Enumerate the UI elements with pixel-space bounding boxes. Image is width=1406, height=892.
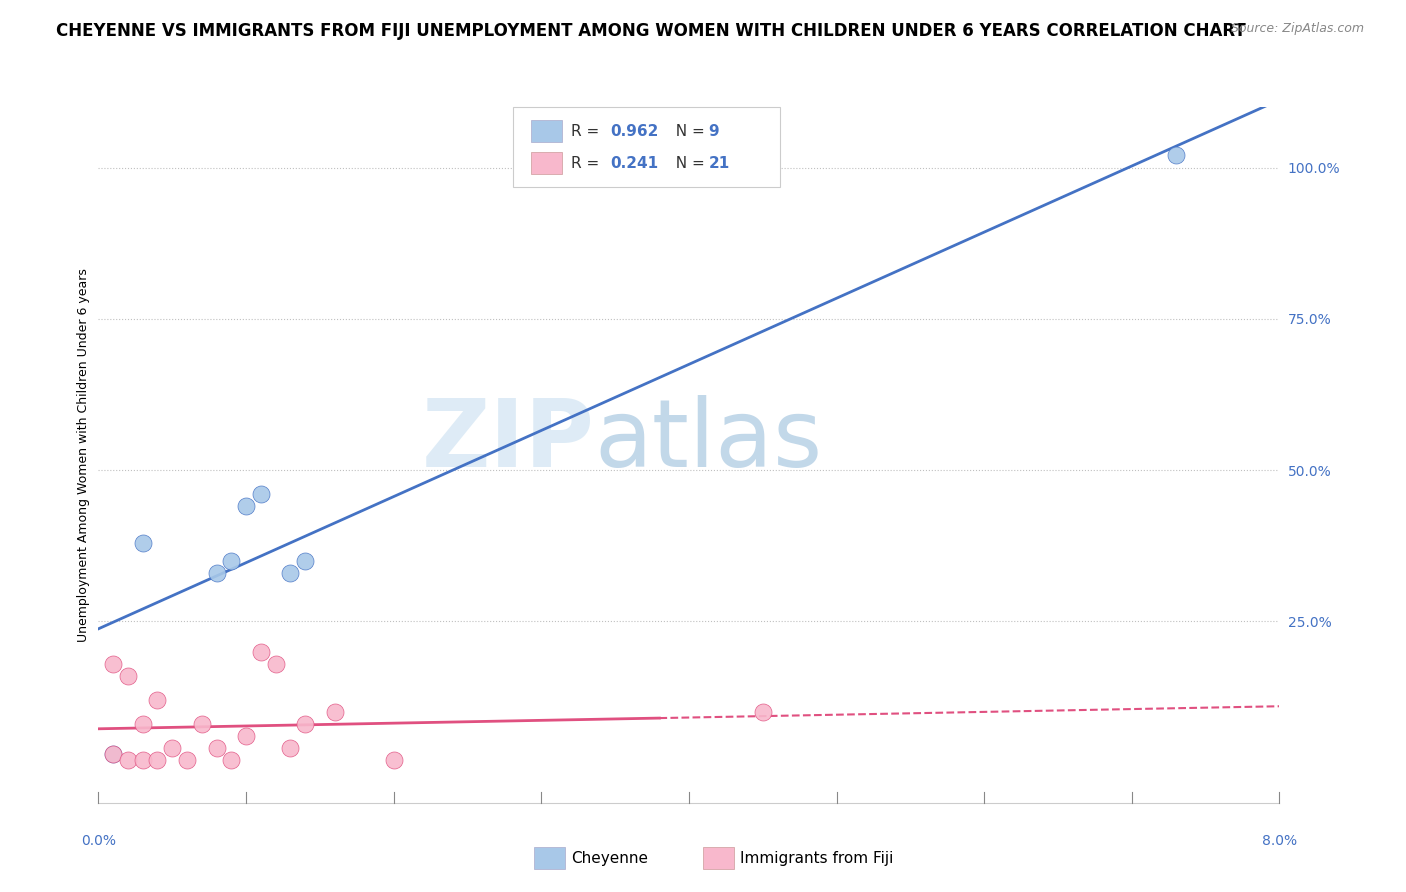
- Point: [146, 754, 169, 768]
- Point: [117, 669, 139, 683]
- Point: [205, 741, 228, 756]
- Text: R =: R =: [571, 124, 605, 138]
- Point: [162, 741, 183, 756]
- Point: [264, 657, 287, 671]
- Point: [250, 644, 273, 658]
- Text: 0.0%: 0.0%: [82, 834, 115, 848]
- Point: [751, 705, 773, 719]
- Text: N =: N =: [666, 124, 710, 138]
- Point: [382, 754, 405, 768]
- Point: [117, 754, 139, 768]
- Y-axis label: Unemployment Among Women with Children Under 6 years: Unemployment Among Women with Children U…: [77, 268, 90, 642]
- Point: [235, 729, 257, 743]
- Text: Source: ZipAtlas.com: Source: ZipAtlas.com: [1230, 22, 1364, 36]
- Text: atlas: atlas: [595, 395, 823, 487]
- Point: [250, 487, 273, 501]
- Point: [132, 717, 155, 731]
- Point: [278, 566, 301, 580]
- Point: [146, 693, 169, 707]
- Text: 0.962: 0.962: [610, 124, 658, 138]
- Point: [103, 657, 124, 671]
- Point: [294, 717, 316, 731]
- Text: Cheyenne: Cheyenne: [571, 851, 648, 865]
- Text: CHEYENNE VS IMMIGRANTS FROM FIJI UNEMPLOYMENT AMONG WOMEN WITH CHILDREN UNDER 6 : CHEYENNE VS IMMIGRANTS FROM FIJI UNEMPLO…: [56, 22, 1246, 40]
- Point: [294, 554, 316, 568]
- Text: ZIP: ZIP: [422, 395, 595, 487]
- Text: 21: 21: [709, 156, 730, 170]
- Point: [191, 717, 214, 731]
- Point: [132, 535, 155, 549]
- Point: [323, 705, 346, 719]
- Text: R =: R =: [571, 156, 605, 170]
- Text: 8.0%: 8.0%: [1263, 834, 1296, 848]
- Point: [205, 566, 228, 580]
- Point: [235, 500, 257, 514]
- Point: [219, 554, 242, 568]
- Point: [219, 754, 242, 768]
- Point: [278, 741, 301, 756]
- Point: [103, 747, 124, 762]
- Text: 9: 9: [709, 124, 720, 138]
- Text: 0.241: 0.241: [610, 156, 658, 170]
- Text: N =: N =: [666, 156, 710, 170]
- Point: [1164, 148, 1187, 162]
- Text: Immigrants from Fiji: Immigrants from Fiji: [740, 851, 893, 865]
- Point: [103, 747, 124, 762]
- Point: [176, 754, 198, 768]
- Point: [132, 754, 155, 768]
